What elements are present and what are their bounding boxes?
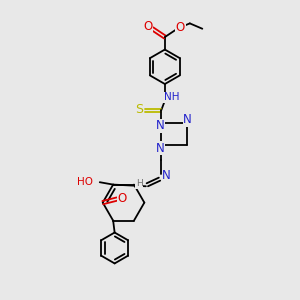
Text: O: O (118, 192, 127, 205)
Text: O: O (143, 20, 152, 34)
Text: S: S (136, 103, 144, 116)
Text: HO: HO (77, 177, 93, 187)
Text: H: H (136, 179, 143, 188)
Text: O: O (176, 21, 185, 34)
Text: N: N (183, 113, 192, 126)
Text: N: N (162, 169, 171, 182)
Text: N: N (156, 142, 164, 155)
Text: NH: NH (164, 92, 179, 102)
Text: N: N (156, 119, 164, 132)
